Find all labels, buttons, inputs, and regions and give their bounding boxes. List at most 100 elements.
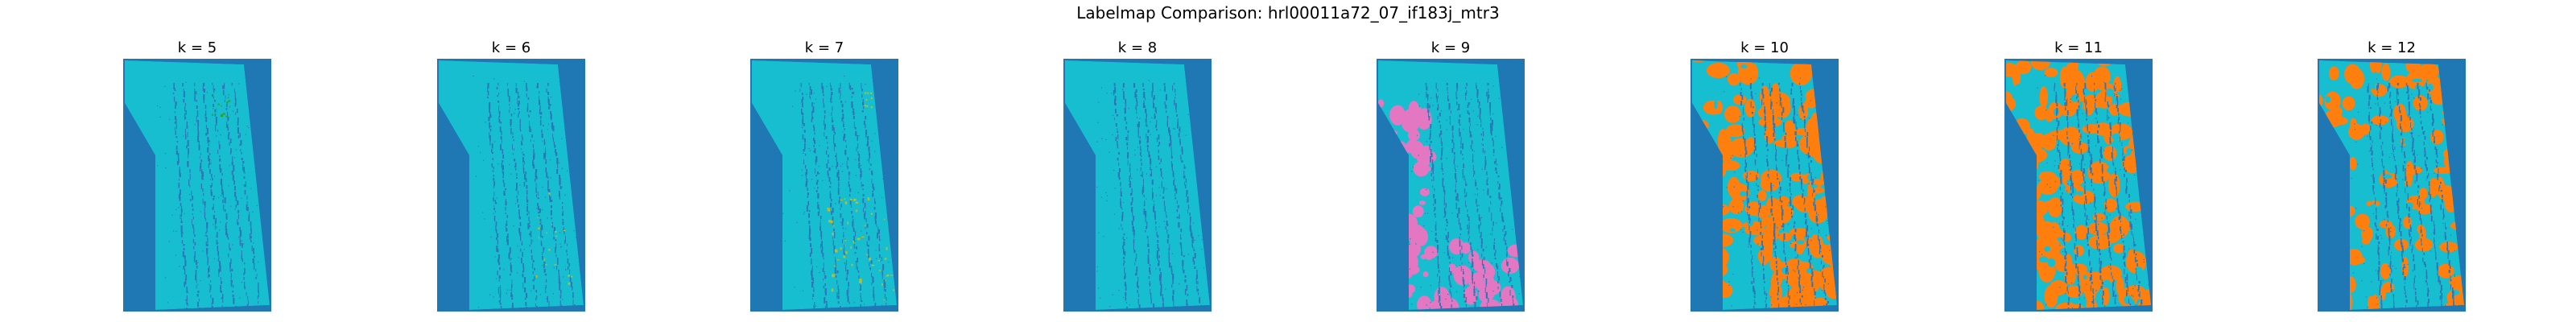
stripe-pixel [1142,187,1145,193]
stripe-pixel [2372,163,2373,167]
noise-pixel [565,269,567,270]
stripe-pixel [1760,226,1762,229]
stripe-pixel [2388,250,2389,256]
noise-pixel [844,152,846,154]
stripe-pixel [1797,150,1798,155]
noise-pixel [498,287,500,288]
main-label-patch [2404,140,2409,145]
stripe-pixel [1463,284,1465,287]
stripe-pixel [1455,169,1456,172]
stripe-pixel [530,129,532,133]
olive-label-pixel [546,232,547,233]
noise-pixel [1489,233,1491,235]
stripe-pixel [2376,236,2379,240]
noise-pixel [2103,150,2105,151]
stripe-pixel [524,277,526,283]
stripe-pixel [1180,155,1182,160]
stripe-pixel [1127,147,1128,150]
noise-pixel [1723,206,1724,208]
stripe-pixel [510,119,512,126]
stripe-pixel [2418,89,2421,96]
noise-pixel [1498,97,1500,99]
noise-pixel [1758,77,1761,79]
noise-pixel [1159,89,1161,91]
stripe-pixel [1467,105,1469,108]
stripe-pixel [2105,92,2107,98]
noise-pixel [503,269,505,270]
stripe-pixel [204,213,206,219]
stripe-pixel [552,134,554,138]
stripe-pixel [1486,303,1488,305]
stripe-pixel [1114,118,1115,121]
stripe-pixel [1124,276,1126,279]
stripe-pixel [868,236,870,241]
stripe-pixel [1439,276,1440,283]
noise-pixel [1473,301,1475,303]
stripe-pixel [1117,128,1118,133]
stripe-pixel [832,240,834,246]
stripe-pixel [213,215,215,220]
noise-pixel [1135,107,1137,109]
stripe-pixel [2440,291,2442,294]
stripe-pixel [2377,250,2380,254]
stripe-pixel [2369,131,2370,138]
stripe-pixel [869,267,871,270]
stripe-pixel [508,98,510,101]
stripe-pixel [206,128,208,134]
stripe-pixel [1190,221,1191,228]
stripe-pixel [1140,159,1142,162]
stripe-pixel [1162,191,1165,194]
stripe-pixel [542,256,543,260]
stripe-pixel [1154,107,1157,113]
stripe-pixel [230,148,232,154]
stripe-pixel [2439,280,2442,285]
noise-pixel [173,230,175,232]
stripe-pixel [1790,93,1793,95]
stripe-pixel [2430,109,2432,111]
noise-pixel [165,277,167,279]
stripe-pixel [518,209,520,214]
stripe-pixel [2096,233,2099,237]
stripe-pixel [1471,134,1472,138]
stripe-pixel [2378,242,2380,245]
stripe-pixel [1186,285,1188,291]
stripe-pixel [831,211,832,215]
stripe-pixel [557,262,559,265]
stripe-pixel [2075,86,2077,90]
stripe-pixel [531,258,533,260]
stripe-pixel [1193,250,1195,252]
main-label-patch [1692,97,1695,101]
stripe-pixel [2367,86,2369,93]
stripe-pixel [2375,197,2376,203]
stripe-pixel [1747,212,1748,216]
olive-label-pixel [844,239,847,242]
stripe-pixel [801,109,803,114]
stripe-pixel [1465,184,1468,187]
stripe-pixel [222,294,224,299]
stripe-pixel [2406,181,2408,187]
noise-pixel [1468,262,1470,263]
stripe-pixel [1453,159,1455,164]
stripe-pixel [801,99,803,103]
stripe-pixel [2407,97,2409,101]
stripe-pixel [183,266,185,270]
stripe-pixel [1124,117,1126,121]
stripe-pixel [2397,209,2399,214]
stripe-pixel [1490,128,1492,134]
stripe-pixel [851,211,852,214]
stripe-pixel [205,242,207,246]
stripe-pixel [547,296,548,303]
stripe-pixel [2410,227,2412,232]
stripe-pixel [1752,266,1753,270]
main-label-patch [2107,166,2116,175]
panel-title: k = 5 [177,39,217,56]
stripe-pixel [2381,151,2384,155]
stripe-pixel [851,101,853,108]
stripe-pixel [2118,217,2120,221]
stripe-pixel [1143,204,1146,207]
stripe-pixel [1186,194,1187,197]
stripe-pixel [2091,267,2092,274]
stripe-pixel [1770,104,1772,109]
stripe-pixel [2383,177,2385,183]
stripe-pixel [830,94,832,101]
